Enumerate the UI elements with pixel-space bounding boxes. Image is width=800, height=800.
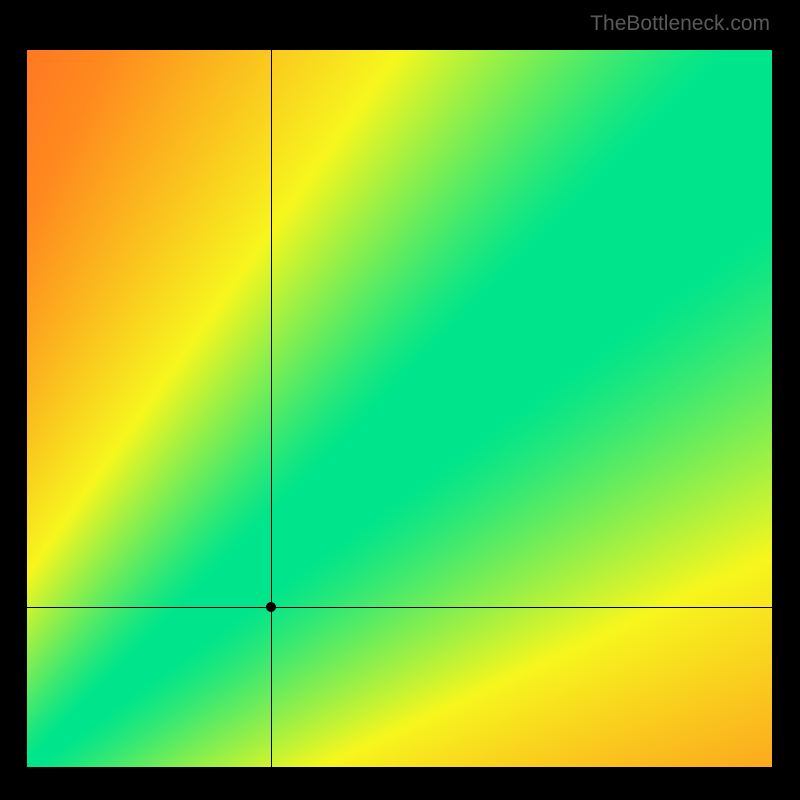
- marker-dot: [266, 602, 276, 612]
- chart-container: TheBottleneck.com: [0, 0, 800, 800]
- watermark-text: TheBottleneck.com: [590, 12, 770, 36]
- crosshair-vertical: [271, 50, 272, 767]
- plot-area: [27, 50, 772, 767]
- crosshair-horizontal: [27, 607, 772, 608]
- heatmap-canvas: [27, 50, 772, 767]
